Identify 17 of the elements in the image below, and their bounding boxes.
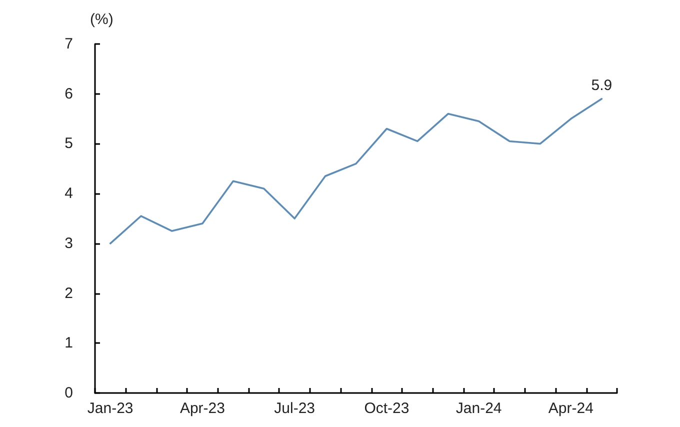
y-tick-label: 0 [64,384,73,402]
x-tick-label: Apr-23 [180,400,225,417]
y-tick-label: 1 [64,334,73,352]
data-label: 5.9 [591,76,612,94]
line-series [109,98,603,244]
x-tick-label: Jan-23 [87,400,134,417]
y-tick-label: 5 [64,135,73,152]
x-tick-label: Jul-23 [274,400,316,417]
x-tick-label: Oct-23 [364,400,410,417]
y-axis-title: (%) [90,11,114,28]
y-tick-label: 3 [64,234,73,252]
x-tick-label: Apr-24 [548,400,594,417]
y-tick-label: 7 [64,36,73,52]
x-tick-label: Jan-24 [456,400,502,417]
y-tick-label: 2 [64,284,73,302]
y-tick-label: 4 [64,185,73,202]
y-tick-label: 6 [64,85,73,102]
